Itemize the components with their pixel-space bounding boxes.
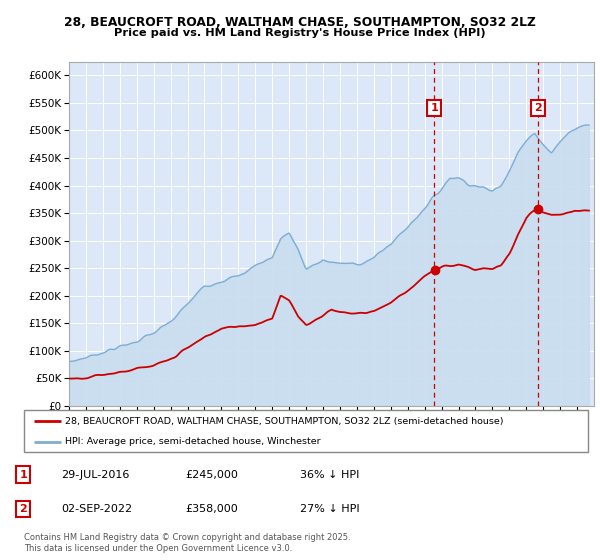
Text: Price paid vs. HM Land Registry's House Price Index (HPI): Price paid vs. HM Land Registry's House … (114, 28, 486, 38)
Text: 02-SEP-2022: 02-SEP-2022 (61, 504, 132, 514)
Text: £245,000: £245,000 (185, 470, 238, 479)
Text: 28, BEAUCROFT ROAD, WALTHAM CHASE, SOUTHAMPTON, SO32 2LZ (semi-detached house): 28, BEAUCROFT ROAD, WALTHAM CHASE, SOUTH… (65, 417, 503, 426)
Text: HPI: Average price, semi-detached house, Winchester: HPI: Average price, semi-detached house,… (65, 437, 321, 446)
Text: 29-JUL-2016: 29-JUL-2016 (61, 470, 130, 479)
Text: Contains HM Land Registry data © Crown copyright and database right 2025.
This d: Contains HM Land Registry data © Crown c… (24, 533, 350, 553)
Text: 36% ↓ HPI: 36% ↓ HPI (300, 470, 359, 479)
Text: 27% ↓ HPI: 27% ↓ HPI (300, 504, 359, 514)
Text: 28, BEAUCROFT ROAD, WALTHAM CHASE, SOUTHAMPTON, SO32 2LZ: 28, BEAUCROFT ROAD, WALTHAM CHASE, SOUTH… (64, 16, 536, 29)
Text: 1: 1 (431, 103, 439, 113)
Text: 2: 2 (19, 504, 27, 514)
Text: £358,000: £358,000 (185, 504, 238, 514)
Text: 2: 2 (534, 103, 541, 113)
Text: 1: 1 (19, 470, 27, 479)
